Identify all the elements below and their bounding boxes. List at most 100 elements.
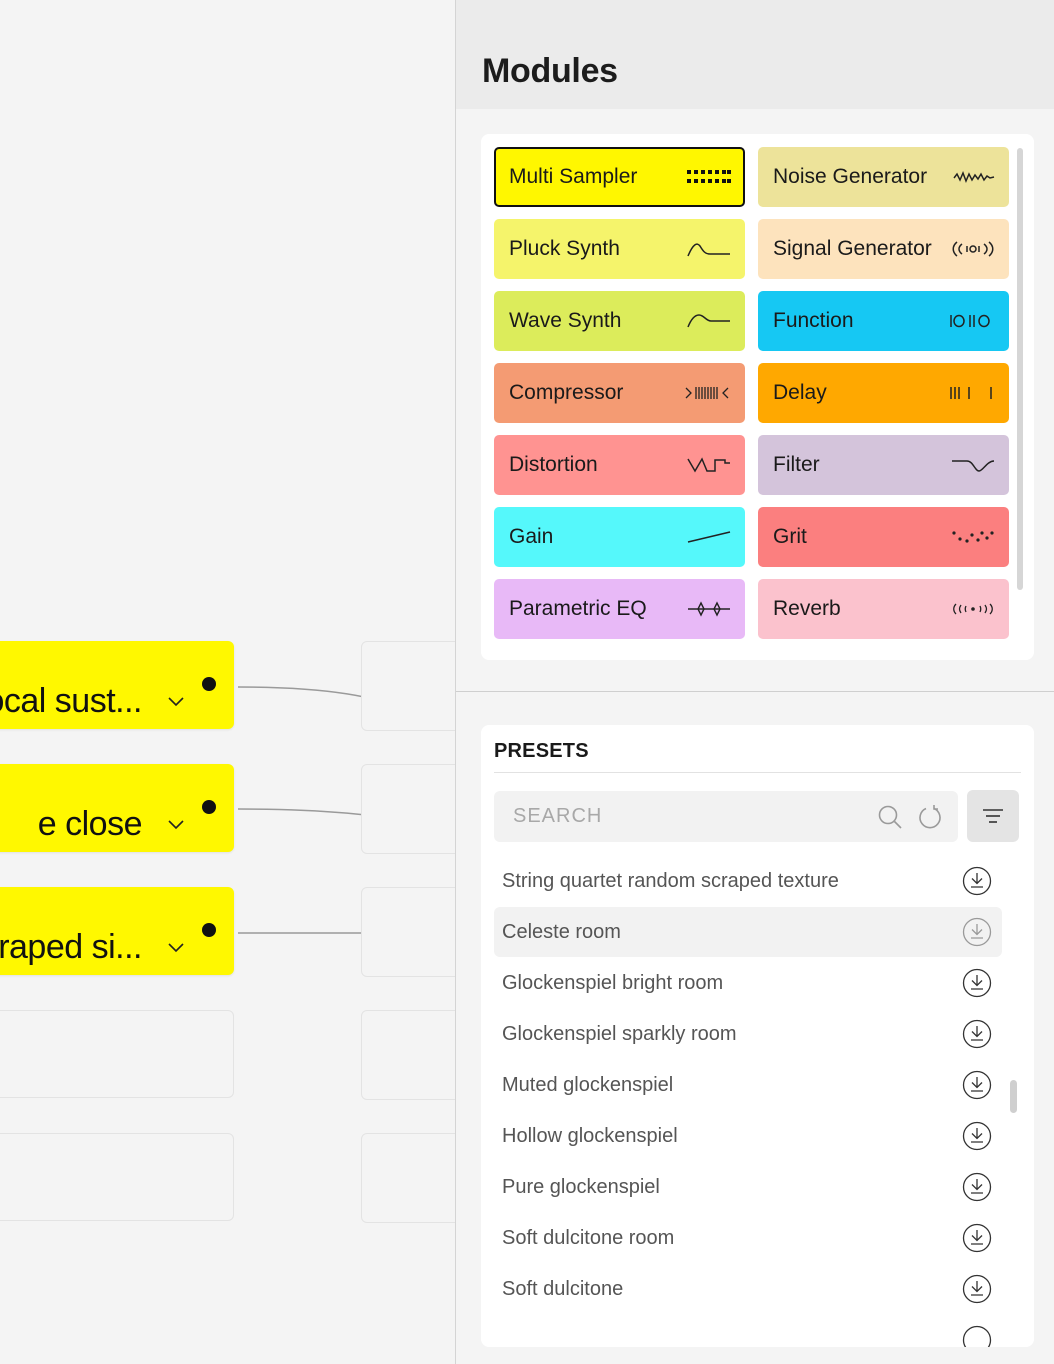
reverb-ripple-icon (947, 599, 995, 619)
download-icon[interactable] (962, 1223, 992, 1253)
download-icon[interactable] (962, 1121, 992, 1151)
search-box (494, 791, 958, 842)
preset-item[interactable]: Glockenspiel bright room (494, 958, 1002, 1008)
module-slot[interactable] (361, 1133, 455, 1223)
chevron-down-icon[interactable] (166, 937, 186, 957)
preset-label: Pure glockenspiel (502, 1175, 660, 1198)
preset-item[interactable]: Soft dulcitone room (494, 1213, 1002, 1263)
compressor-icon (683, 383, 731, 403)
module-reverb[interactable]: Reverb (758, 579, 1009, 639)
sampler-node[interactable]: e close (0, 764, 234, 852)
modules-grid: Multi Sampler Noise Generator Pluck Synt… (481, 134, 1034, 660)
download-icon[interactable] (962, 1325, 992, 1347)
preset-label: Hollow glockenspiel (502, 1124, 678, 1147)
download-icon[interactable] (962, 968, 992, 998)
node-label: ocal sust... (0, 682, 142, 720)
module-signal-generator[interactable]: Signal Generator (758, 219, 1009, 279)
filter-button[interactable] (967, 790, 1019, 842)
sampler-node[interactable]: ocal sust... (0, 641, 234, 729)
panel-title: Modules (482, 52, 618, 90)
preset-item[interactable]: Glockenspiel sparkly room (494, 1009, 1002, 1059)
download-icon[interactable] (962, 917, 992, 947)
output-port[interactable] (202, 677, 216, 691)
module-label: Signal Generator (773, 237, 932, 260)
preset-label: Soft dulcitone room (502, 1226, 675, 1249)
radio-signal-icon (947, 239, 995, 259)
module-delay[interactable]: Delay (758, 363, 1009, 423)
module-label: Delay (773, 381, 827, 404)
grit-dots-icon (947, 527, 995, 547)
empty-node-slot[interactable] (0, 1133, 234, 1221)
modules-panel: Modules Multi Sampler Noise Generator Pl… (455, 0, 1054, 1364)
module-function[interactable]: Function (758, 291, 1009, 351)
preset-label: Glockenspiel sparkly room (502, 1022, 737, 1045)
module-grit[interactable]: Grit (758, 507, 1009, 567)
delay-bars-icon (947, 383, 995, 403)
output-port[interactable] (202, 800, 216, 814)
preset-label: Glockenspiel bright room (502, 971, 724, 994)
node-label: e close (37, 805, 143, 843)
module-slot[interactable] (361, 764, 455, 854)
patch-canvas[interactable]: ocal sust... e close raped si... (0, 0, 455, 1364)
module-distortion[interactable]: Distortion (494, 435, 745, 495)
preset-label: Soft dulcitone (502, 1277, 624, 1300)
preset-item[interactable]: Celeste room (494, 907, 1002, 957)
divider (494, 772, 1021, 773)
filter-curve-icon (947, 455, 995, 475)
chevron-down-icon[interactable] (166, 814, 186, 834)
download-icon[interactable] (962, 1274, 992, 1304)
module-parametric-eq[interactable]: Parametric EQ (494, 579, 745, 639)
preset-item[interactable]: Hollow glockenspiel (494, 1111, 1002, 1161)
module-compressor[interactable]: Compressor (494, 363, 745, 423)
panel-divider (456, 691, 1054, 692)
eq-nodes-icon (683, 599, 731, 619)
preset-item-partial[interactable] (494, 1315, 1002, 1347)
preset-item[interactable]: Pure glockenspiel (494, 1162, 1002, 1212)
preset-item[interactable]: String quartet random scraped texture (494, 856, 1002, 906)
chevron-down-icon[interactable] (166, 691, 186, 711)
download-icon[interactable] (962, 1019, 992, 1049)
preset-item[interactable]: Soft dulcitone (494, 1264, 1002, 1314)
binary-function-icon (947, 311, 995, 331)
download-icon[interactable] (962, 1172, 992, 1202)
empty-node-slot[interactable] (0, 1010, 234, 1098)
module-label: Gain (509, 525, 554, 548)
module-multi-sampler[interactable]: Multi Sampler (494, 147, 745, 207)
module-gain[interactable]: Gain (494, 507, 745, 567)
panel-header: Modules (456, 0, 1054, 109)
module-slot[interactable] (361, 641, 455, 731)
module-label: Parametric EQ (509, 597, 647, 620)
search-input[interactable] (494, 791, 864, 842)
module-label: Distortion (509, 453, 598, 476)
presets-scrollbar[interactable] (1010, 1080, 1017, 1113)
module-filter[interactable]: Filter (758, 435, 1009, 495)
module-label: Function (773, 309, 854, 332)
search-icon[interactable] (877, 804, 903, 830)
module-label: Pluck Synth (509, 237, 620, 260)
module-label: Grit (773, 525, 807, 548)
refresh-icon[interactable] (917, 804, 943, 830)
module-wave-synth[interactable]: Wave Synth (494, 291, 745, 351)
preset-label: String quartet random scraped texture (502, 869, 839, 892)
module-label: Compressor (509, 381, 624, 404)
preset-item[interactable]: Muted glockenspiel (494, 1060, 1002, 1110)
modules-scrollbar[interactable] (1017, 148, 1023, 590)
module-pluck-synth[interactable]: Pluck Synth (494, 219, 745, 279)
module-slot[interactable] (361, 887, 455, 977)
distortion-wave-icon (683, 455, 731, 475)
pluck-curve-icon (683, 239, 731, 259)
module-noise-generator[interactable]: Noise Generator (758, 147, 1009, 207)
download-icon[interactable] (962, 866, 992, 896)
module-label: Filter (773, 453, 820, 476)
output-port[interactable] (202, 923, 216, 937)
module-label: Noise Generator (773, 165, 928, 188)
wave-curve-icon (683, 311, 731, 331)
sampler-node[interactable]: raped si... (0, 887, 234, 975)
grid-dots-icon (683, 167, 731, 187)
module-slot[interactable] (361, 1010, 455, 1100)
gain-line-icon (683, 527, 731, 547)
module-label: Wave Synth (509, 309, 622, 332)
noise-wave-icon (947, 167, 995, 187)
preset-label: Celeste room (502, 920, 621, 943)
download-icon[interactable] (962, 1070, 992, 1100)
